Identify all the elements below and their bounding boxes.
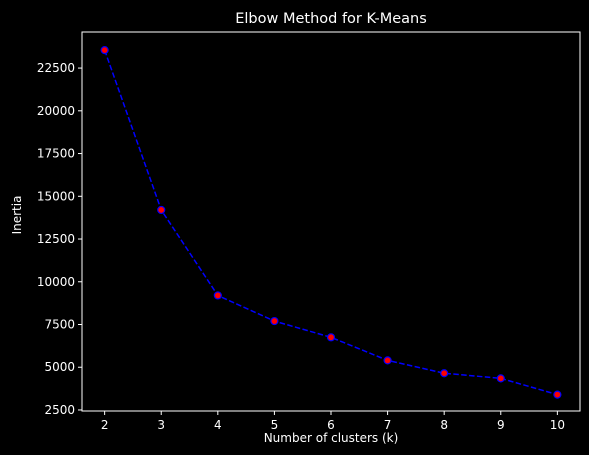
data-point — [157, 205, 166, 215]
data-point — [383, 356, 392, 365]
x-tick-label: 6 — [327, 418, 335, 432]
data-point — [553, 390, 562, 399]
data-point — [270, 316, 279, 326]
chart-title: Elbow Method for K-Means — [235, 11, 427, 27]
data-point — [213, 291, 222, 300]
x-tick-label: 10 — [550, 418, 565, 432]
x-tick-label: 9 — [497, 418, 505, 432]
series-line — [103, 49, 558, 396]
y-axis-title: Inertia — [10, 196, 24, 235]
data-point — [100, 46, 109, 55]
y-tick-label: 17500 — [37, 147, 75, 161]
x-tick-label: 3 — [157, 418, 165, 432]
x-tick-label: 8 — [440, 418, 448, 432]
x-tick-label: 2 — [101, 418, 109, 432]
data-point — [326, 333, 336, 342]
y-tick-label: 2500 — [44, 403, 75, 417]
x-axis-ticks: 2 3 4 5 6 7 8 9 10 — [101, 411, 565, 432]
x-axis-title: Number of clusters (k) — [264, 431, 399, 445]
data-point — [496, 374, 505, 383]
y-tick-label: 22500 — [37, 61, 75, 75]
x-tick-label: 7 — [384, 418, 392, 432]
data-point — [440, 369, 449, 378]
x-tick-label: 4 — [214, 418, 222, 432]
y-tick-label: 7500 — [44, 317, 75, 331]
y-tick-label: 5000 — [44, 360, 75, 374]
y-tick-label: 15000 — [37, 189, 75, 203]
x-tick-label: 5 — [271, 418, 279, 432]
y-axis-ticks: 2500 5000 7500 10000 12500 15000 17500 20000 225… — [37, 61, 82, 417]
y-tick-label: 20000 — [37, 104, 75, 118]
y-tick-label: 12500 — [37, 232, 75, 246]
y-tick-label: 10000 — [37, 275, 75, 289]
